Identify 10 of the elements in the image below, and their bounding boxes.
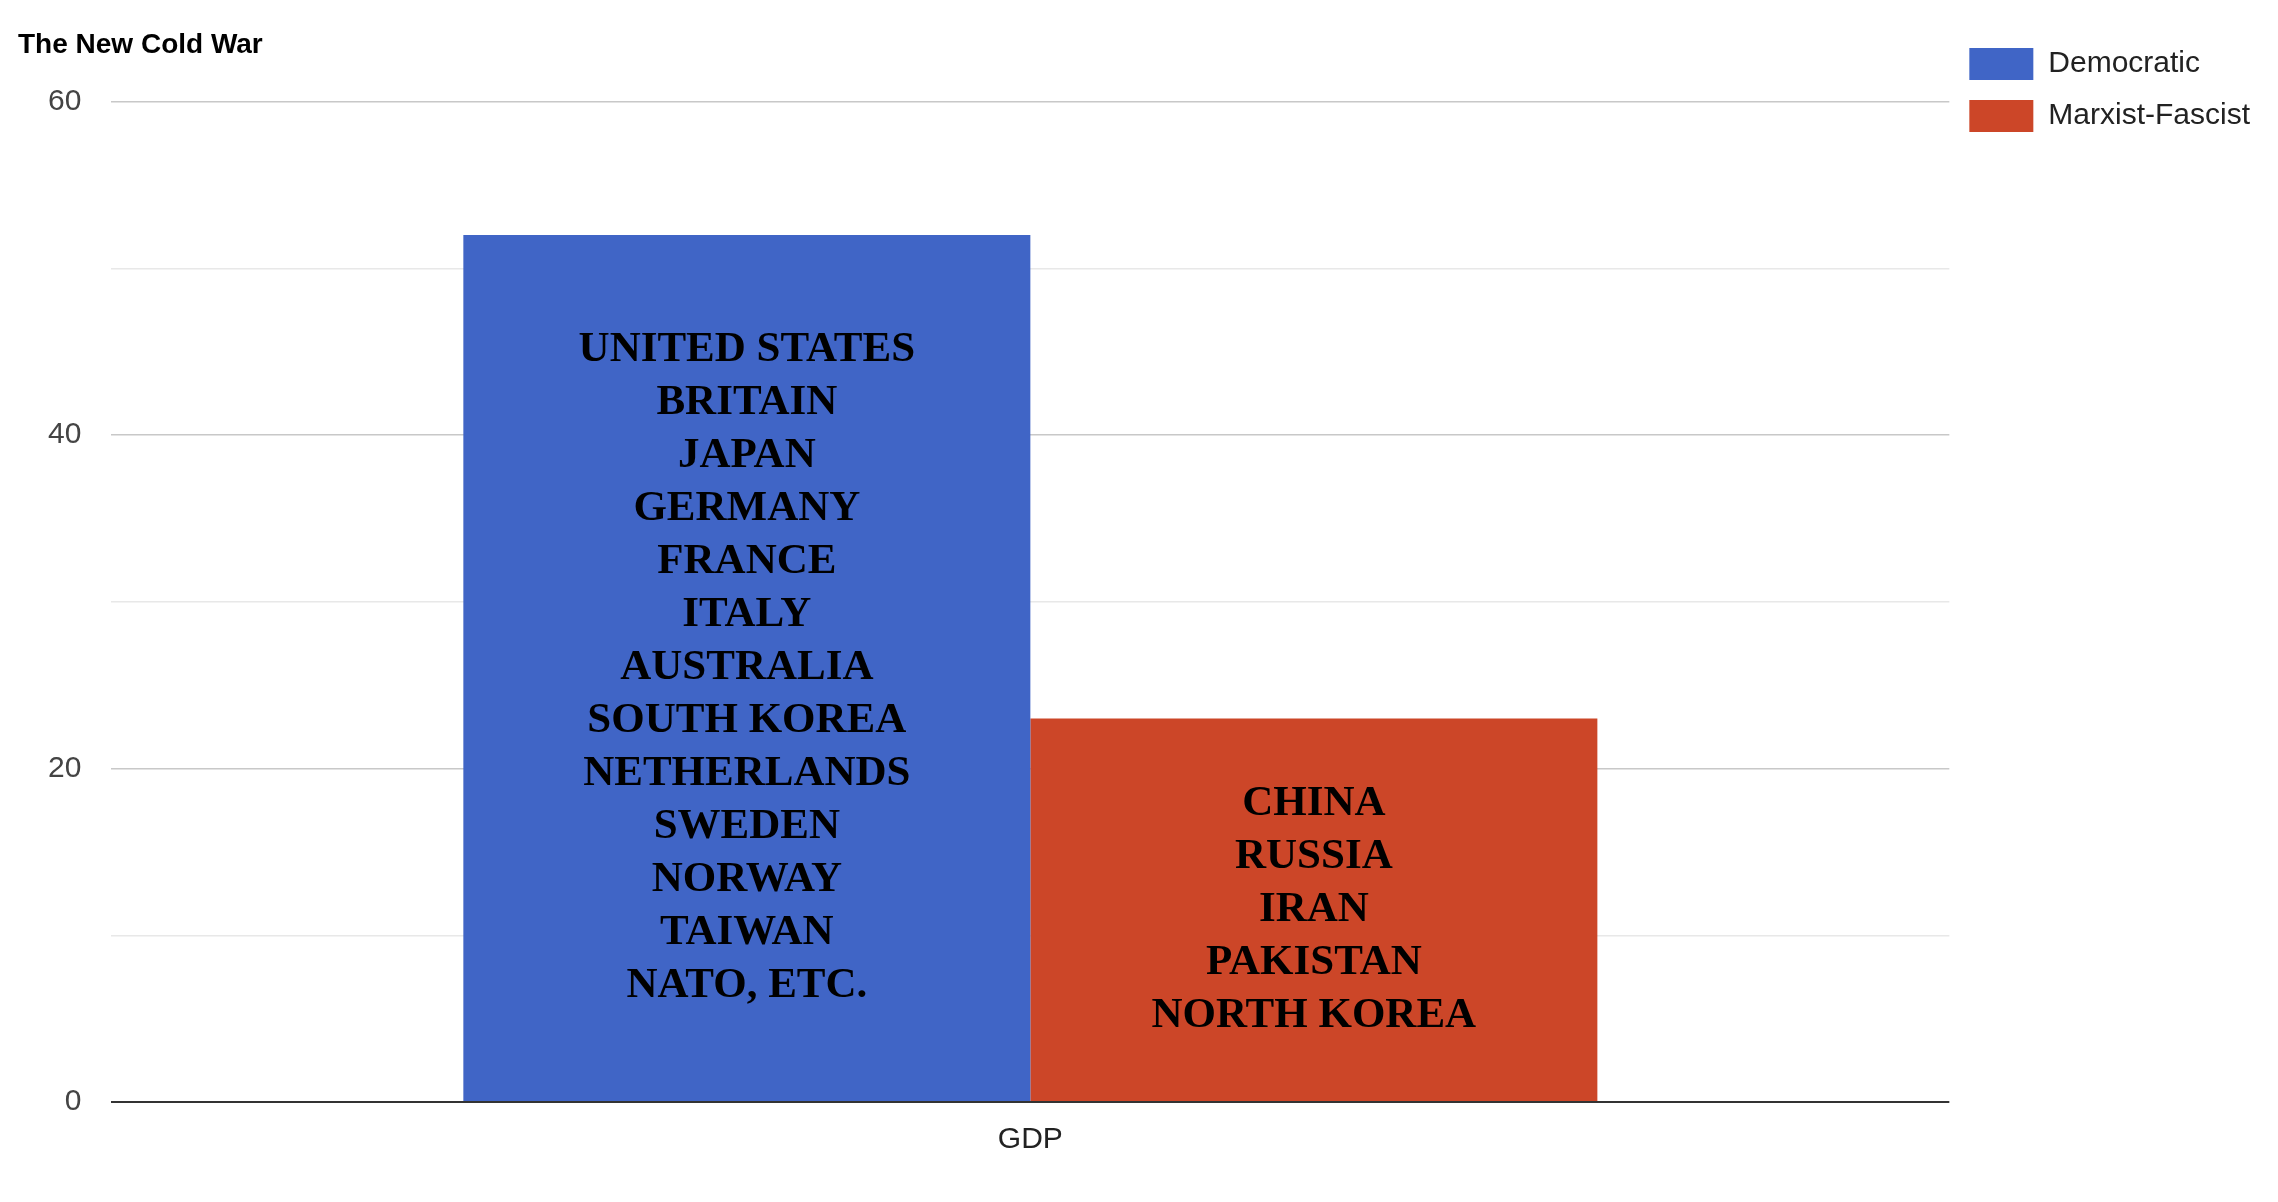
- y-tick-label: 0: [64, 1083, 82, 1117]
- x-tick-label: GDP: [997, 1121, 1063, 1155]
- legend-label: Marxist-Fascist: [2048, 97, 2251, 131]
- text: UNITED STATES BRITAIN JAPAN GERMANY FRANCE ITALY AUSTRALIA SOUTH KOREA NETHERLANDS SWEDEN NORWAY TAIWAN NATO, ETC.: [578, 323, 916, 1007]
- y-tick-label: 60: [47, 82, 82, 116]
- legend-label: Democratic: [2048, 45, 2201, 79]
- y-tick-label: 20: [47, 749, 82, 783]
- chart-title: The New Cold War: [18, 27, 263, 59]
- annotation: CHINA RUSSIA IRAN PAKISTAN NORTH KOREA: [1151, 776, 1477, 1036]
- y-tick-label: 40: [47, 416, 82, 450]
